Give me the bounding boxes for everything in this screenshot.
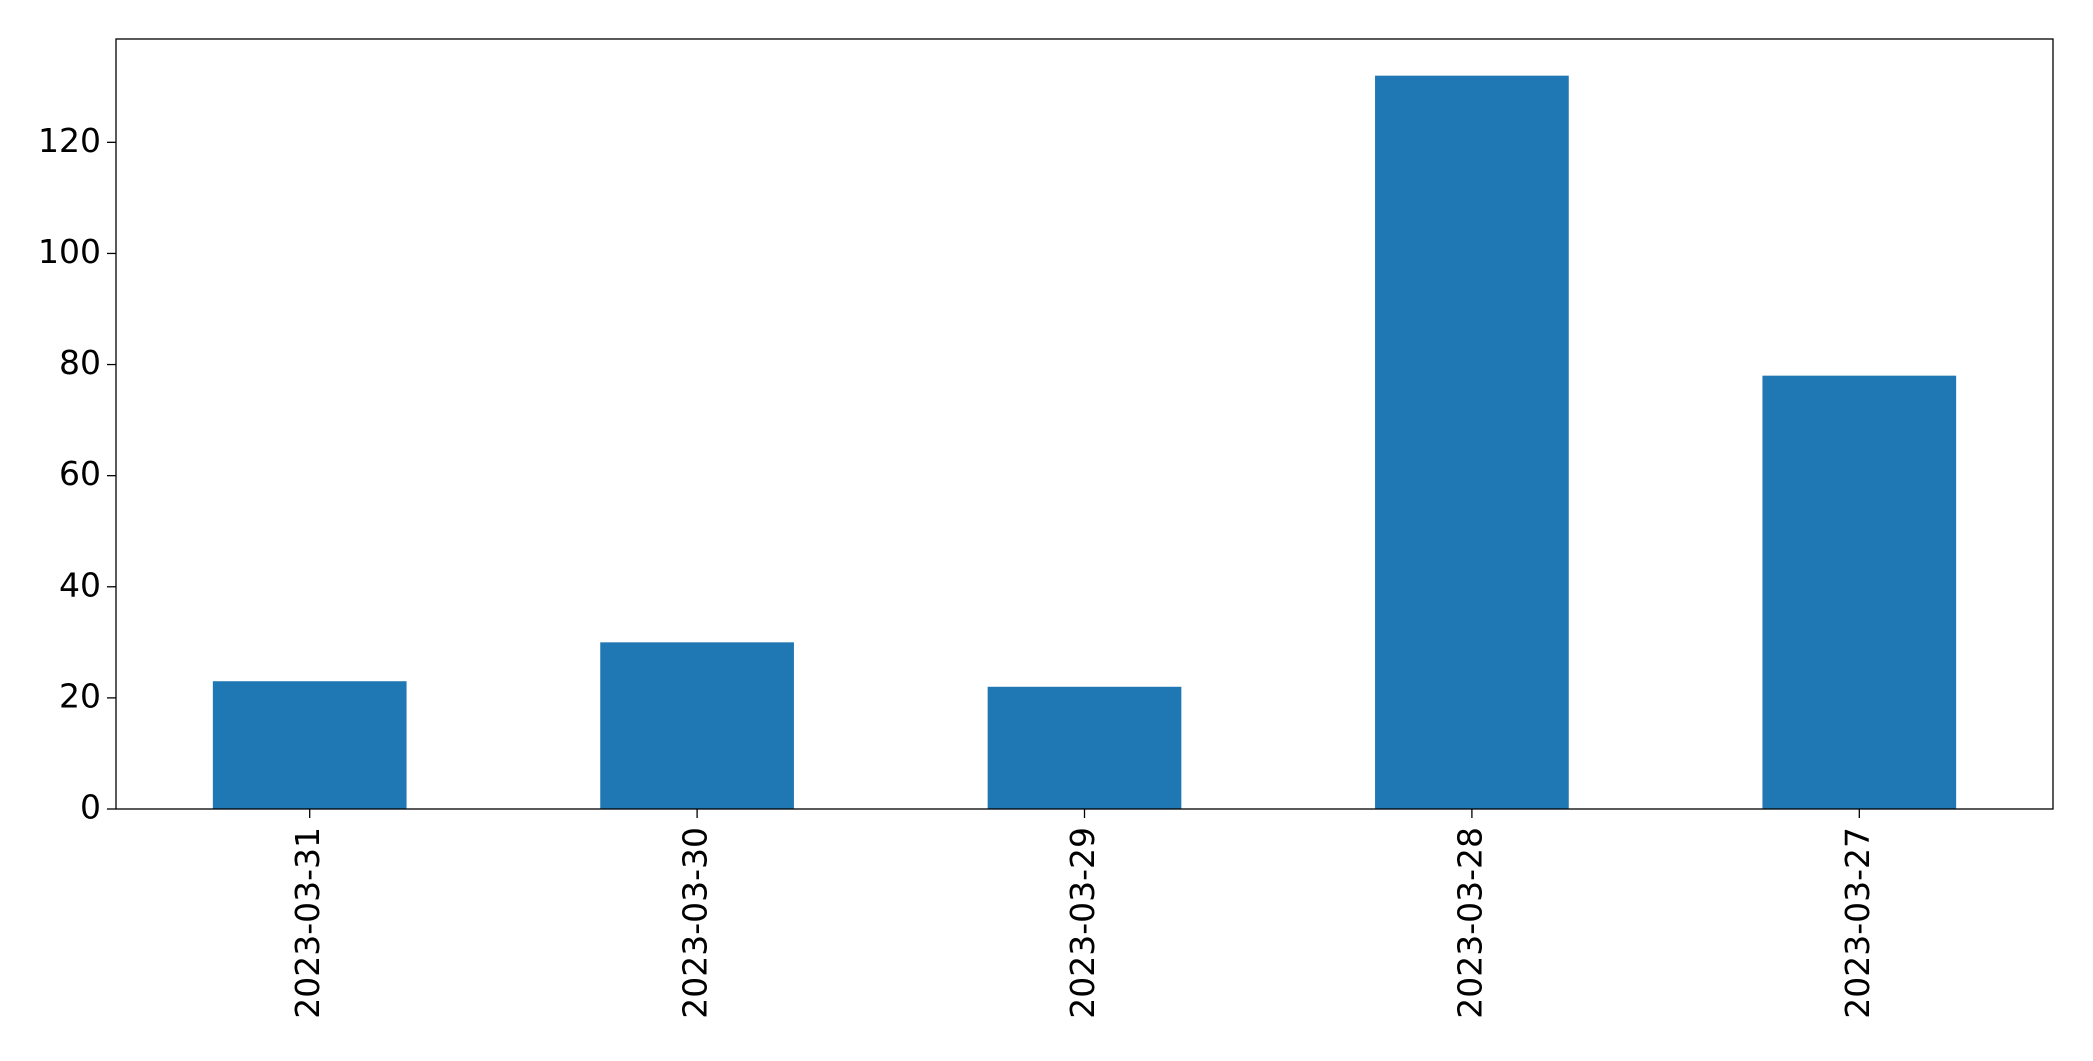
y-tick-label: 80 bbox=[59, 343, 101, 382]
plot-frame bbox=[115, 38, 2054, 810]
bar bbox=[600, 642, 794, 809]
y-tick-label: 0 bbox=[80, 788, 101, 827]
x-tick-label: 2023-03-30 bbox=[676, 827, 715, 1019]
x-tick-label: 2023-03-28 bbox=[1450, 827, 1489, 1019]
x-tick-label: 2023-03-31 bbox=[288, 827, 327, 1019]
y-tick-label: 20 bbox=[59, 676, 101, 715]
bar bbox=[1375, 75, 1569, 809]
x-tick-label: 2023-03-27 bbox=[1838, 827, 1877, 1019]
bar bbox=[1762, 375, 1957, 809]
y-tick-label: 40 bbox=[59, 565, 101, 604]
y-tick-label: 100 bbox=[38, 232, 101, 271]
y-tick-label: 120 bbox=[38, 121, 101, 160]
bar bbox=[987, 686, 1182, 809]
bar bbox=[212, 681, 407, 809]
x-tick-label: 2023-03-29 bbox=[1063, 827, 1102, 1019]
y-tick-label: 60 bbox=[59, 454, 101, 493]
